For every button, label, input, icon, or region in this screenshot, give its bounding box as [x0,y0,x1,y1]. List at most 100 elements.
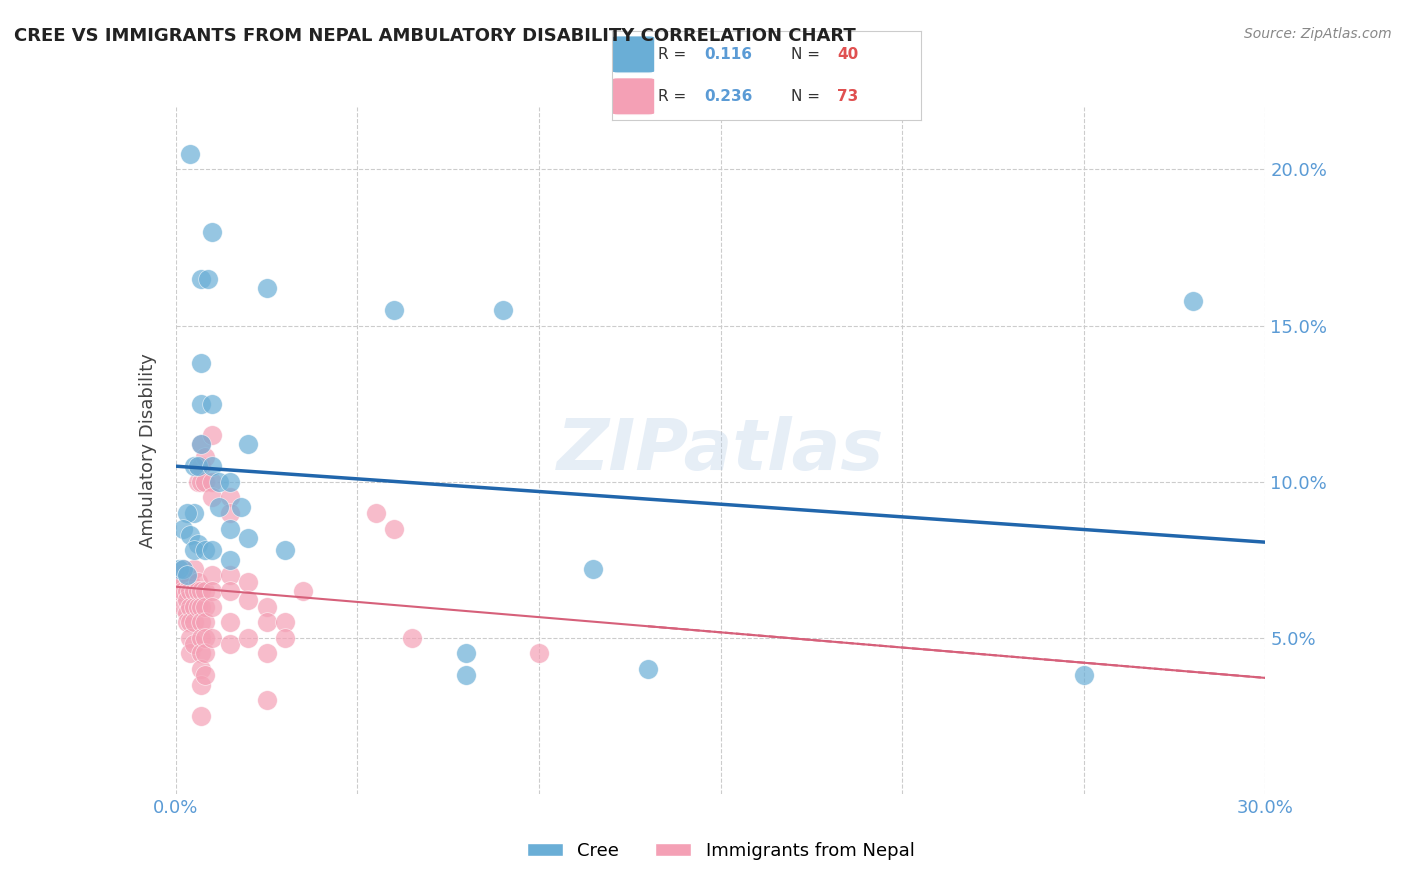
Point [190,662,212,676]
Point [183,583,205,598]
Point [274,631,297,645]
Point [169,562,191,576]
Point [194,646,217,660]
Point [456,646,478,660]
Point [238,593,260,607]
Point [190,583,212,598]
Point [219,506,242,520]
Point [179,574,201,589]
Point [172,583,194,598]
Text: 40: 40 [838,47,859,62]
Text: ZIPatlas: ZIPatlas [557,416,884,485]
Point [238,437,260,451]
Point [190,458,212,473]
Point [364,506,387,520]
Point [1181,293,1204,308]
Point [219,490,242,504]
Point [186,475,209,489]
Point [194,615,217,630]
Point [219,615,242,630]
Point [190,615,212,630]
Point [172,599,194,614]
Point [201,631,224,645]
Point [382,521,405,535]
Point [190,678,212,692]
Point [190,437,212,451]
Point [194,599,217,614]
Point [256,615,278,630]
Point [208,475,231,489]
Point [194,668,217,682]
Point [256,693,278,707]
Point [274,543,297,558]
Point [219,583,242,598]
Point [456,668,478,682]
Point [172,521,194,535]
Point [201,490,224,504]
Point [219,475,242,489]
Point [382,302,405,317]
Point [179,146,201,161]
Point [176,606,198,620]
Y-axis label: Ambulatory Disability: Ambulatory Disability [139,353,157,548]
Point [231,500,253,514]
Point [291,583,314,598]
Legend: Cree, Immigrants from Nepal: Cree, Immigrants from Nepal [519,835,922,867]
Text: 0.236: 0.236 [704,89,752,103]
Point [219,552,242,567]
Point [190,708,212,723]
Point [219,568,242,582]
Point [176,568,198,582]
Point [176,568,198,582]
Point [401,631,423,645]
Point [179,615,201,630]
Point [176,506,198,520]
Point [186,537,209,551]
Text: 73: 73 [838,89,859,103]
Point [219,637,242,651]
Point [179,646,201,660]
Point [190,599,212,614]
Point [183,458,205,473]
Point [190,631,212,645]
Point [194,631,217,645]
Point [527,646,550,660]
Point [186,574,209,589]
Point [238,631,260,645]
Point [201,583,224,598]
Text: N =: N = [792,89,820,103]
Point [201,568,224,582]
Point [190,271,212,285]
Point [201,427,224,442]
Point [238,531,260,545]
Point [183,637,205,651]
Point [190,356,212,370]
Text: Source: ZipAtlas.com: Source: ZipAtlas.com [1244,27,1392,41]
Point [183,543,205,558]
Text: CREE VS IMMIGRANTS FROM NEPAL AMBULATORY DISABILITY CORRELATION CHART: CREE VS IMMIGRANTS FROM NEPAL AMBULATORY… [14,27,856,45]
Point [194,475,217,489]
Point [201,475,224,489]
Point [256,281,278,295]
Point [186,599,209,614]
Text: 0.116: 0.116 [704,47,752,62]
Point [219,521,242,535]
FancyBboxPatch shape [612,36,655,73]
Point [176,593,198,607]
Point [186,583,209,598]
Point [176,615,198,630]
Point [183,615,205,630]
Point [238,574,260,589]
Point [256,646,278,660]
Point [190,437,212,451]
Point [637,662,659,676]
Point [190,396,212,410]
Point [172,562,194,576]
Point [201,458,224,473]
Text: R =: R = [658,47,686,62]
Point [179,527,201,541]
Point [169,583,191,598]
Point [176,583,198,598]
Point [197,271,219,285]
Point [274,615,297,630]
